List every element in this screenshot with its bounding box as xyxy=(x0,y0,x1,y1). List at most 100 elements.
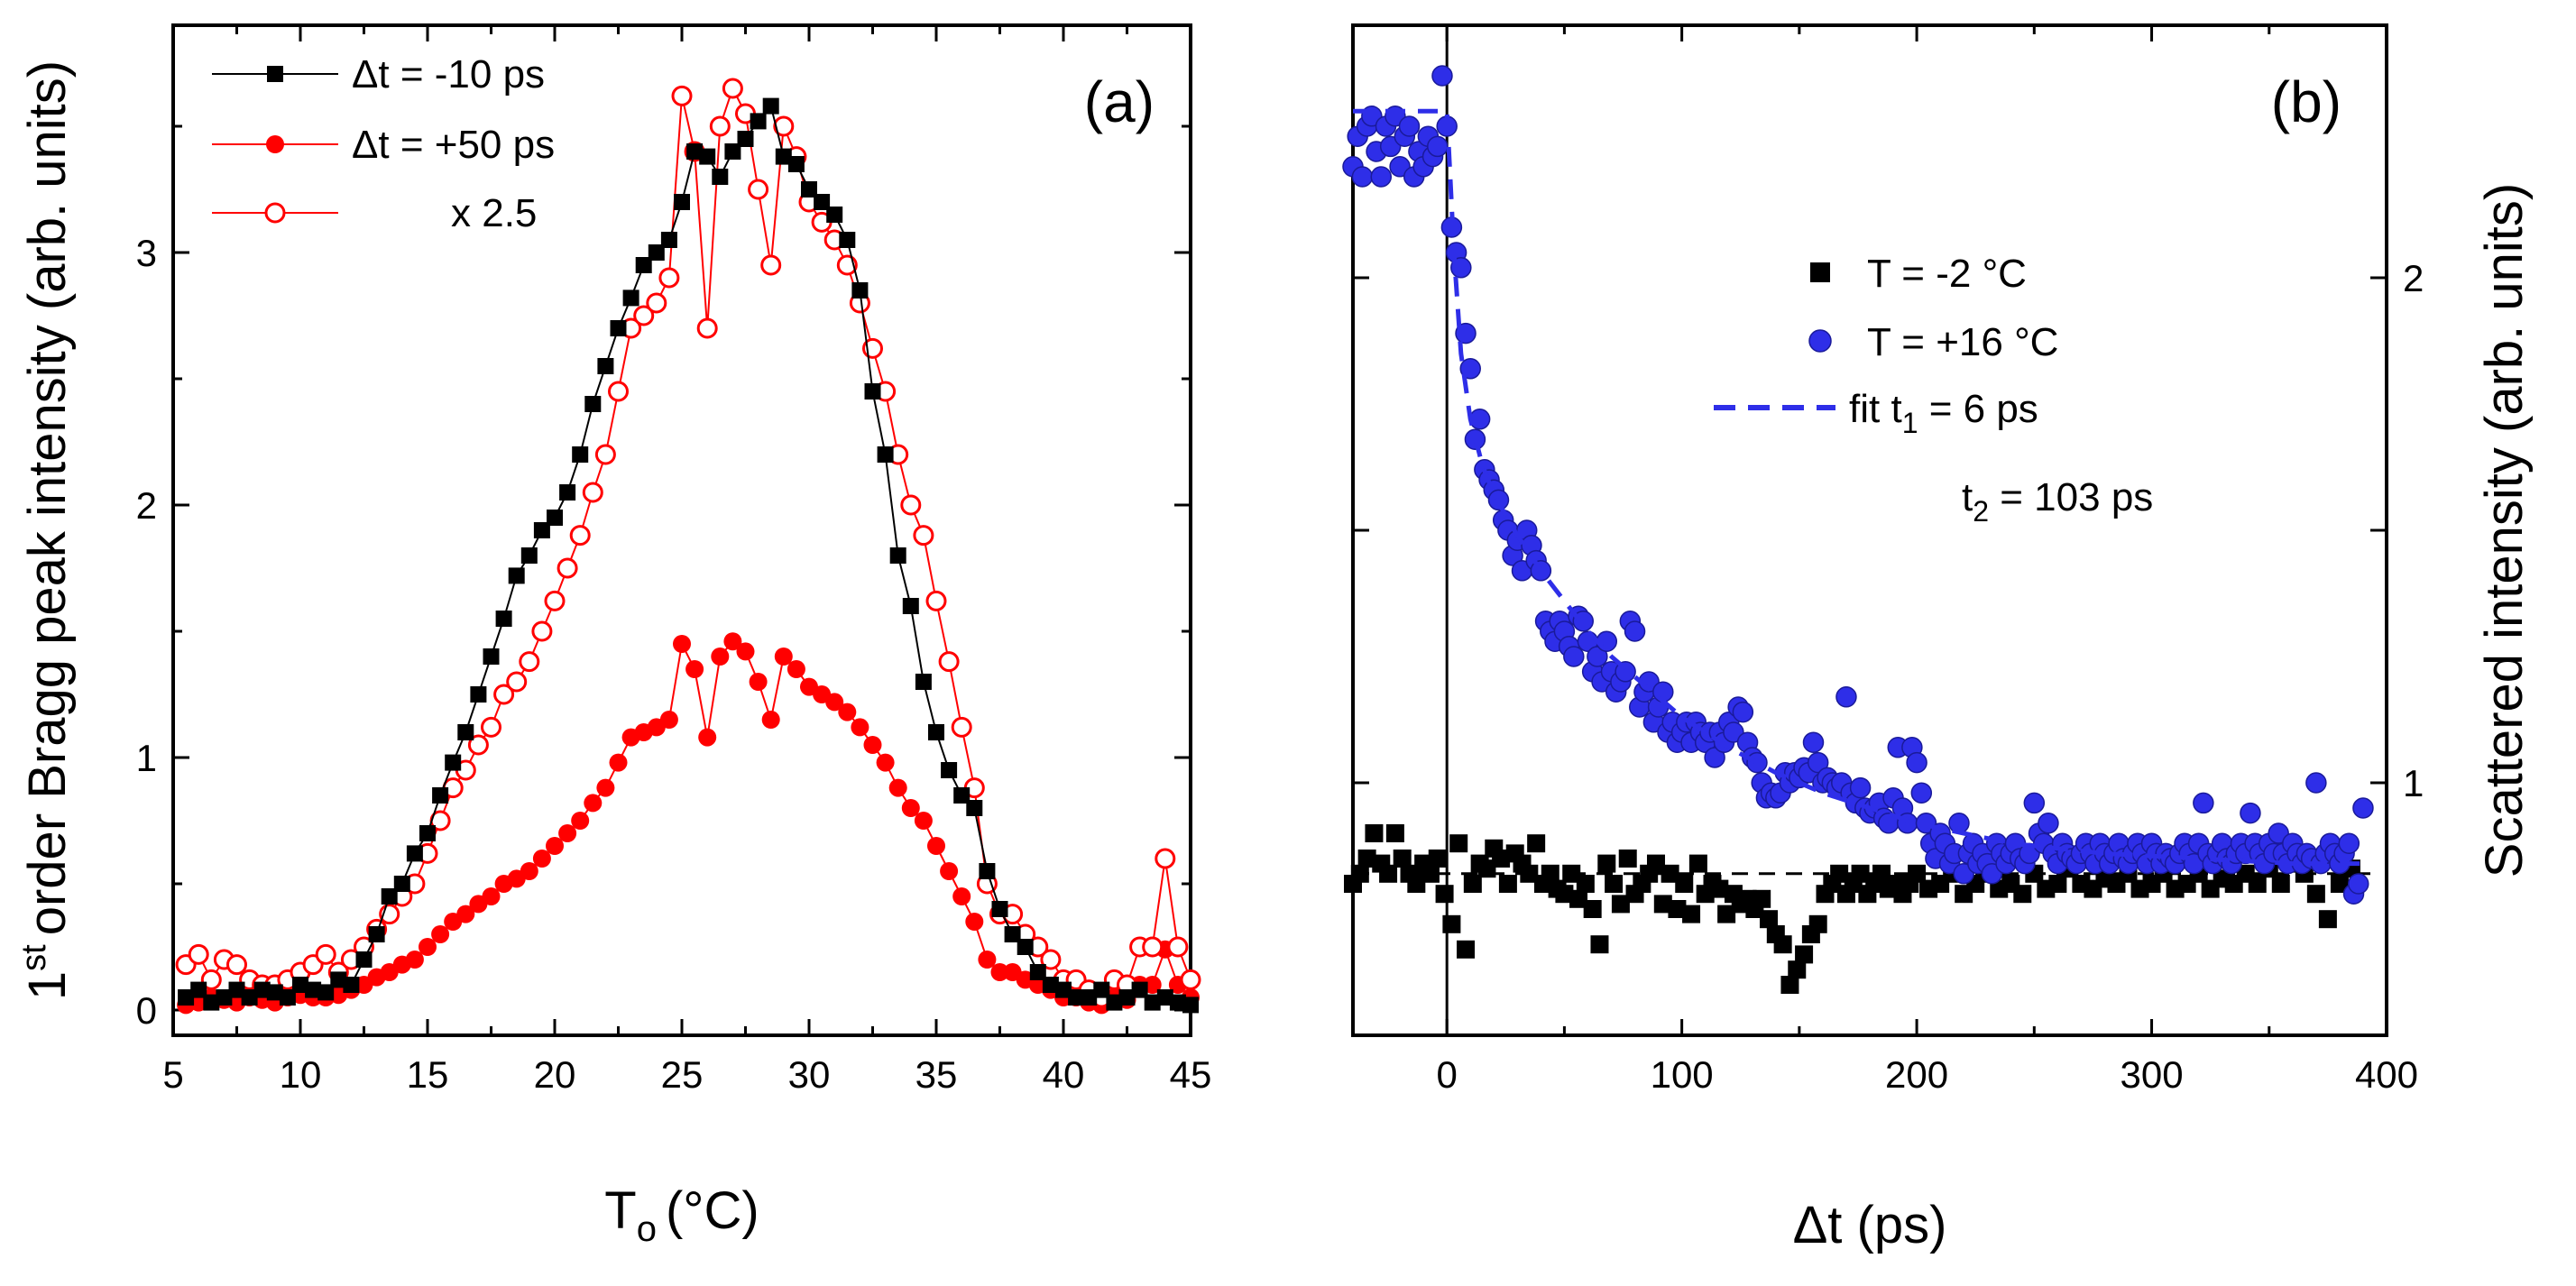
data-point xyxy=(368,926,385,942)
data-point xyxy=(292,977,308,993)
data-point xyxy=(838,703,857,721)
data-point xyxy=(685,660,704,678)
data-point xyxy=(1851,864,1870,883)
legend-marker xyxy=(264,202,286,224)
data-point xyxy=(1710,879,1729,898)
data-point xyxy=(431,925,450,943)
data-point xyxy=(749,673,768,691)
data-point xyxy=(1611,895,1630,914)
y-label-sup: st xyxy=(15,944,53,971)
data-point xyxy=(253,981,271,998)
data-point xyxy=(315,943,336,965)
fit-curve xyxy=(1353,108,2363,867)
data-point xyxy=(1910,782,1933,804)
data-point xyxy=(608,381,629,402)
data-point xyxy=(203,994,220,1011)
data-point xyxy=(1624,620,1646,642)
data-point xyxy=(1808,914,1827,933)
y-label-rest: order Bragg peak intensity (arb. units) xyxy=(18,60,77,935)
data-point xyxy=(1807,751,1829,774)
data-point xyxy=(405,951,424,969)
data-point xyxy=(495,611,512,627)
data-point xyxy=(851,282,869,299)
x-tick-label: 300 xyxy=(2121,1053,2184,1096)
data-point xyxy=(2023,792,2046,814)
data-point xyxy=(1118,989,1136,1006)
x-tick-label: 40 xyxy=(1043,1053,1085,1096)
x-tick-label: 30 xyxy=(788,1053,831,1096)
data-point xyxy=(1093,981,1110,998)
x-tick-label: 25 xyxy=(661,1053,704,1096)
data-point xyxy=(760,254,782,276)
data-point xyxy=(594,444,616,465)
data-point xyxy=(938,651,960,673)
data-point xyxy=(1379,864,1398,883)
data-point xyxy=(190,981,207,998)
data-point xyxy=(925,590,947,611)
data-point xyxy=(737,131,754,147)
data-point xyxy=(902,598,919,614)
x-tick-label: 20 xyxy=(534,1053,576,1096)
x-tick-label: 35 xyxy=(915,1053,958,1096)
panel-b-legend: T = -2 °C T = +16 °C fit t1 = 6 ps t2 = 103… xyxy=(1714,252,2153,528)
data-point xyxy=(2352,797,2374,819)
data-point xyxy=(1587,646,1608,667)
data-point xyxy=(228,981,245,998)
data-point xyxy=(546,837,564,855)
data-point xyxy=(317,984,335,1001)
data-point xyxy=(493,684,515,705)
data-point xyxy=(991,901,1008,917)
data-point xyxy=(508,567,525,584)
data-point xyxy=(559,484,576,501)
x-tick-label: 15 xyxy=(407,1053,449,1096)
data-point xyxy=(533,522,550,538)
data-point xyxy=(1468,409,1491,430)
data-point xyxy=(1688,854,1707,873)
data-point xyxy=(978,951,997,969)
data-point xyxy=(1576,875,1595,893)
data-point xyxy=(711,648,730,666)
data-point xyxy=(723,632,742,651)
data-point xyxy=(1555,885,1574,904)
legend-fit-label-2: t2 = 103 ps xyxy=(1962,475,2153,528)
data-point xyxy=(1717,905,1736,923)
data-point xyxy=(2347,873,2369,895)
legend-marker xyxy=(1808,329,1832,353)
data-point xyxy=(889,547,906,564)
data-point xyxy=(825,693,844,712)
data-point xyxy=(178,989,195,1006)
data-point xyxy=(1156,989,1173,1006)
data-point xyxy=(241,989,258,1006)
y-tick-label: 1 xyxy=(136,737,157,779)
data-point xyxy=(2240,802,2261,824)
panel-a-label: (a) xyxy=(1084,69,1155,134)
data-point xyxy=(1029,964,1046,980)
data-point xyxy=(826,207,843,223)
data-point xyxy=(519,651,540,673)
data-point xyxy=(1661,864,1679,883)
data-point xyxy=(2048,875,2067,893)
fit-label-main: fit t xyxy=(1849,387,1902,431)
data-point xyxy=(226,954,247,976)
data-point xyxy=(1830,864,1849,883)
data-point xyxy=(633,305,655,326)
data-point xyxy=(1055,981,1072,998)
data-point xyxy=(801,181,817,197)
data-point xyxy=(966,800,983,816)
data-point xyxy=(940,862,959,880)
data-point xyxy=(531,620,553,642)
data-point xyxy=(787,156,805,172)
data-point xyxy=(1407,875,1426,893)
data-point xyxy=(419,938,437,956)
data-point xyxy=(646,292,667,314)
data-point xyxy=(914,812,933,830)
data-point xyxy=(200,969,222,990)
data-point xyxy=(2330,875,2349,893)
data-point xyxy=(762,97,779,115)
series-line xyxy=(185,86,1191,999)
data-point xyxy=(1017,939,1034,955)
legend-fit-label: fit t1 = 6 ps xyxy=(1849,387,2038,439)
data-point xyxy=(406,845,423,862)
